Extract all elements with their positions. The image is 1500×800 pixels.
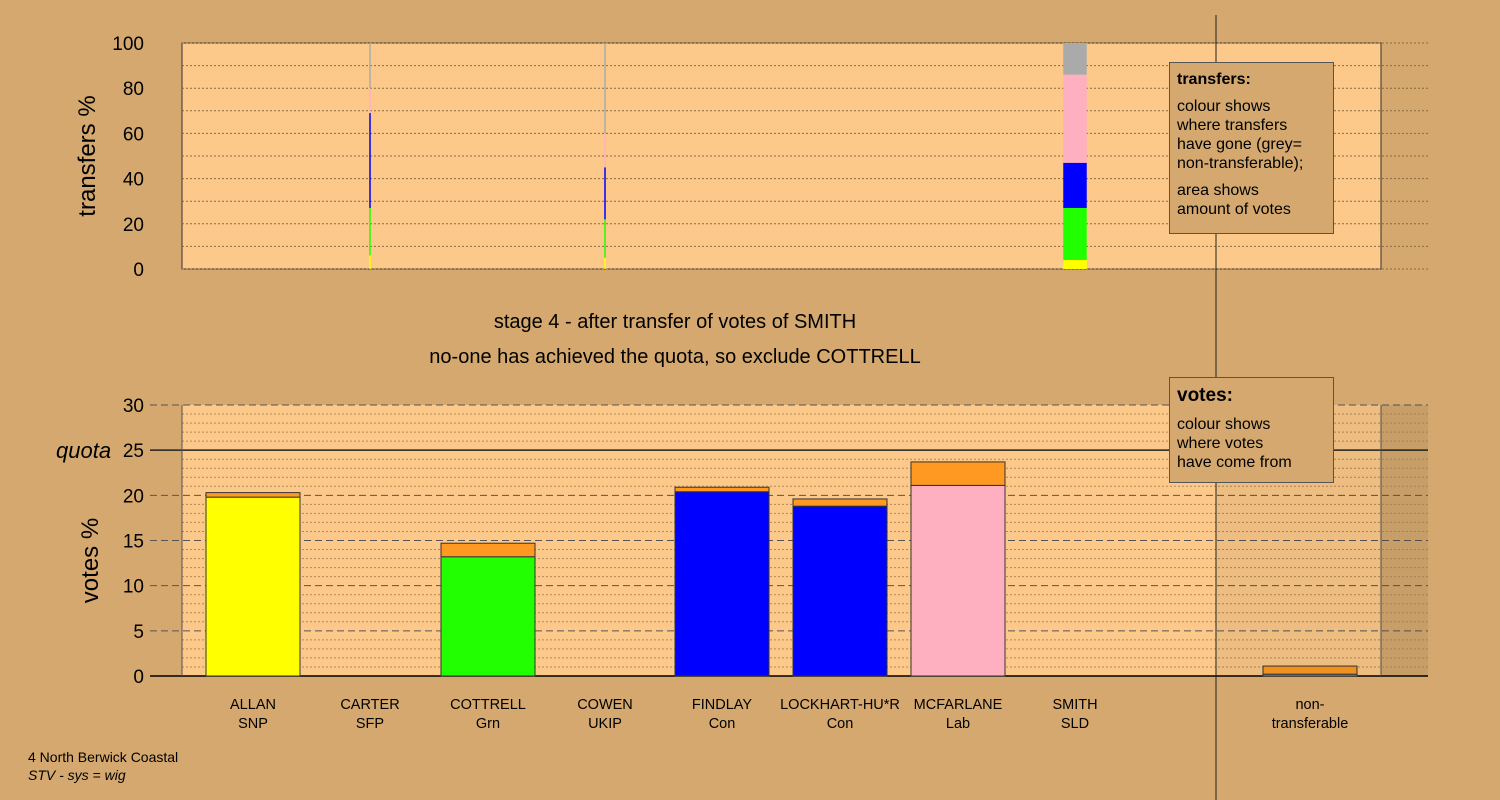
votes-tick-label: 5 (133, 622, 144, 643)
vote-bar-lockharthur (792, 505, 888, 677)
transfer-bar-findlay (674, 486, 770, 493)
votes-tick-label: 20 (123, 486, 144, 507)
votes-legend: votes: colour shows where votes have com… (1169, 377, 1334, 483)
transfers-tick-label: 100 (112, 34, 144, 55)
vote-bar-mcfarlane (910, 484, 1006, 677)
voting-system: STV - sys = wig (28, 767, 126, 783)
transfers-tick-label: 60 (123, 124, 144, 145)
transfer-segment-carter (369, 43, 371, 89)
transfers-axis-label: transfers % (74, 95, 101, 216)
party-label: transferable (1272, 716, 1349, 732)
transfer-segment-cowen (604, 43, 606, 134)
party-label: SLD (1061, 716, 1089, 732)
transfers-legend-title: transfers: (1177, 71, 1251, 88)
ward-name: 4 North Berwick Coastal (28, 749, 179, 765)
transfer-segment-smith (1063, 207, 1087, 260)
votes-tick-label: 30 (123, 396, 144, 417)
votes-legend-line: where votes (1177, 435, 1264, 452)
transfer-bar-cottrell (440, 542, 536, 558)
transfer-segment-smith (1063, 74, 1087, 163)
votes-legend-title: votes: (1177, 385, 1233, 406)
party-label: Con (709, 716, 736, 732)
party-label: Lab (946, 716, 970, 732)
transfer-segment-carter (369, 88, 371, 114)
transfer-segment-cowen (604, 167, 606, 220)
party-label: Grn (476, 716, 500, 732)
transfer-segment-smith (1063, 43, 1087, 75)
transfer-segment-carter (369, 113, 371, 208)
transfer-bar-allan (205, 492, 301, 498)
transfers-tick-label: 40 (123, 170, 144, 191)
transfer-segment-cowen (604, 133, 606, 168)
transfers-legend-line: amount of votes (1177, 201, 1291, 218)
transfer-segment-cowen (604, 219, 606, 258)
transfer-bar-non (1262, 665, 1358, 675)
transfers-legend: transfers: colour shows where transfers … (1169, 62, 1334, 234)
category-label: FINDLAY (692, 697, 752, 713)
votes-axis-label: votes % (77, 518, 104, 603)
transfers-legend-line: colour shows (1177, 98, 1271, 115)
transfers-legend-line: non-transferable); (1177, 155, 1304, 172)
quota-label: quota (56, 438, 111, 463)
transfer-segment-cowen (604, 257, 606, 269)
transfers-legend-line: area shows (1177, 182, 1259, 199)
category-label: MCFARLANE (914, 697, 1003, 713)
transfer-segment-carter (369, 207, 371, 256)
votes-tick-label: 15 (123, 532, 144, 553)
transfers-tick-label: 80 (123, 79, 144, 100)
category-label: LOCKHART-HU*R (780, 697, 900, 713)
votes-tick-label: 10 (123, 577, 144, 598)
category-label: CARTER (340, 697, 399, 713)
vote-bar-allan (205, 496, 301, 677)
transfers-legend-line: have gone (grey= (1177, 136, 1302, 153)
category-label: COTTRELL (450, 697, 526, 713)
votes-legend-line: have come from (1177, 454, 1292, 471)
category-label: SMITH (1052, 697, 1097, 713)
category-label: ALLAN (230, 697, 276, 713)
stage-subtitle: no-one has achieved the quota, so exclud… (429, 346, 921, 368)
party-label: UKIP (588, 716, 622, 732)
transfers-legend-line: where transfers (1177, 117, 1288, 134)
transfer-segment-smith (1063, 259, 1087, 269)
votes-tick-label: 25 (123, 441, 144, 462)
vote-bar-findlay (674, 491, 770, 677)
vote-bar-cottrell (440, 556, 536, 677)
transfer-bar-mcfarlane (910, 461, 1006, 486)
votes-tick-label: 0 (133, 667, 144, 688)
category-label: COWEN (577, 697, 633, 713)
category-label: non- (1295, 697, 1324, 713)
party-label: SFP (356, 716, 384, 732)
transfer-bar-lockharthur (792, 498, 888, 507)
transfer-segment-carter (369, 255, 371, 269)
transfer-segment-smith (1063, 162, 1087, 208)
transfers-tick-label: 20 (123, 215, 144, 236)
votes-legend-line: colour shows (1177, 416, 1271, 433)
stage-title: stage 4 - after transfer of votes of SMI… (493, 311, 857, 333)
party-label: SNP (238, 716, 268, 732)
party-label: Con (827, 716, 854, 732)
transfers-tick-label: 0 (133, 260, 144, 281)
